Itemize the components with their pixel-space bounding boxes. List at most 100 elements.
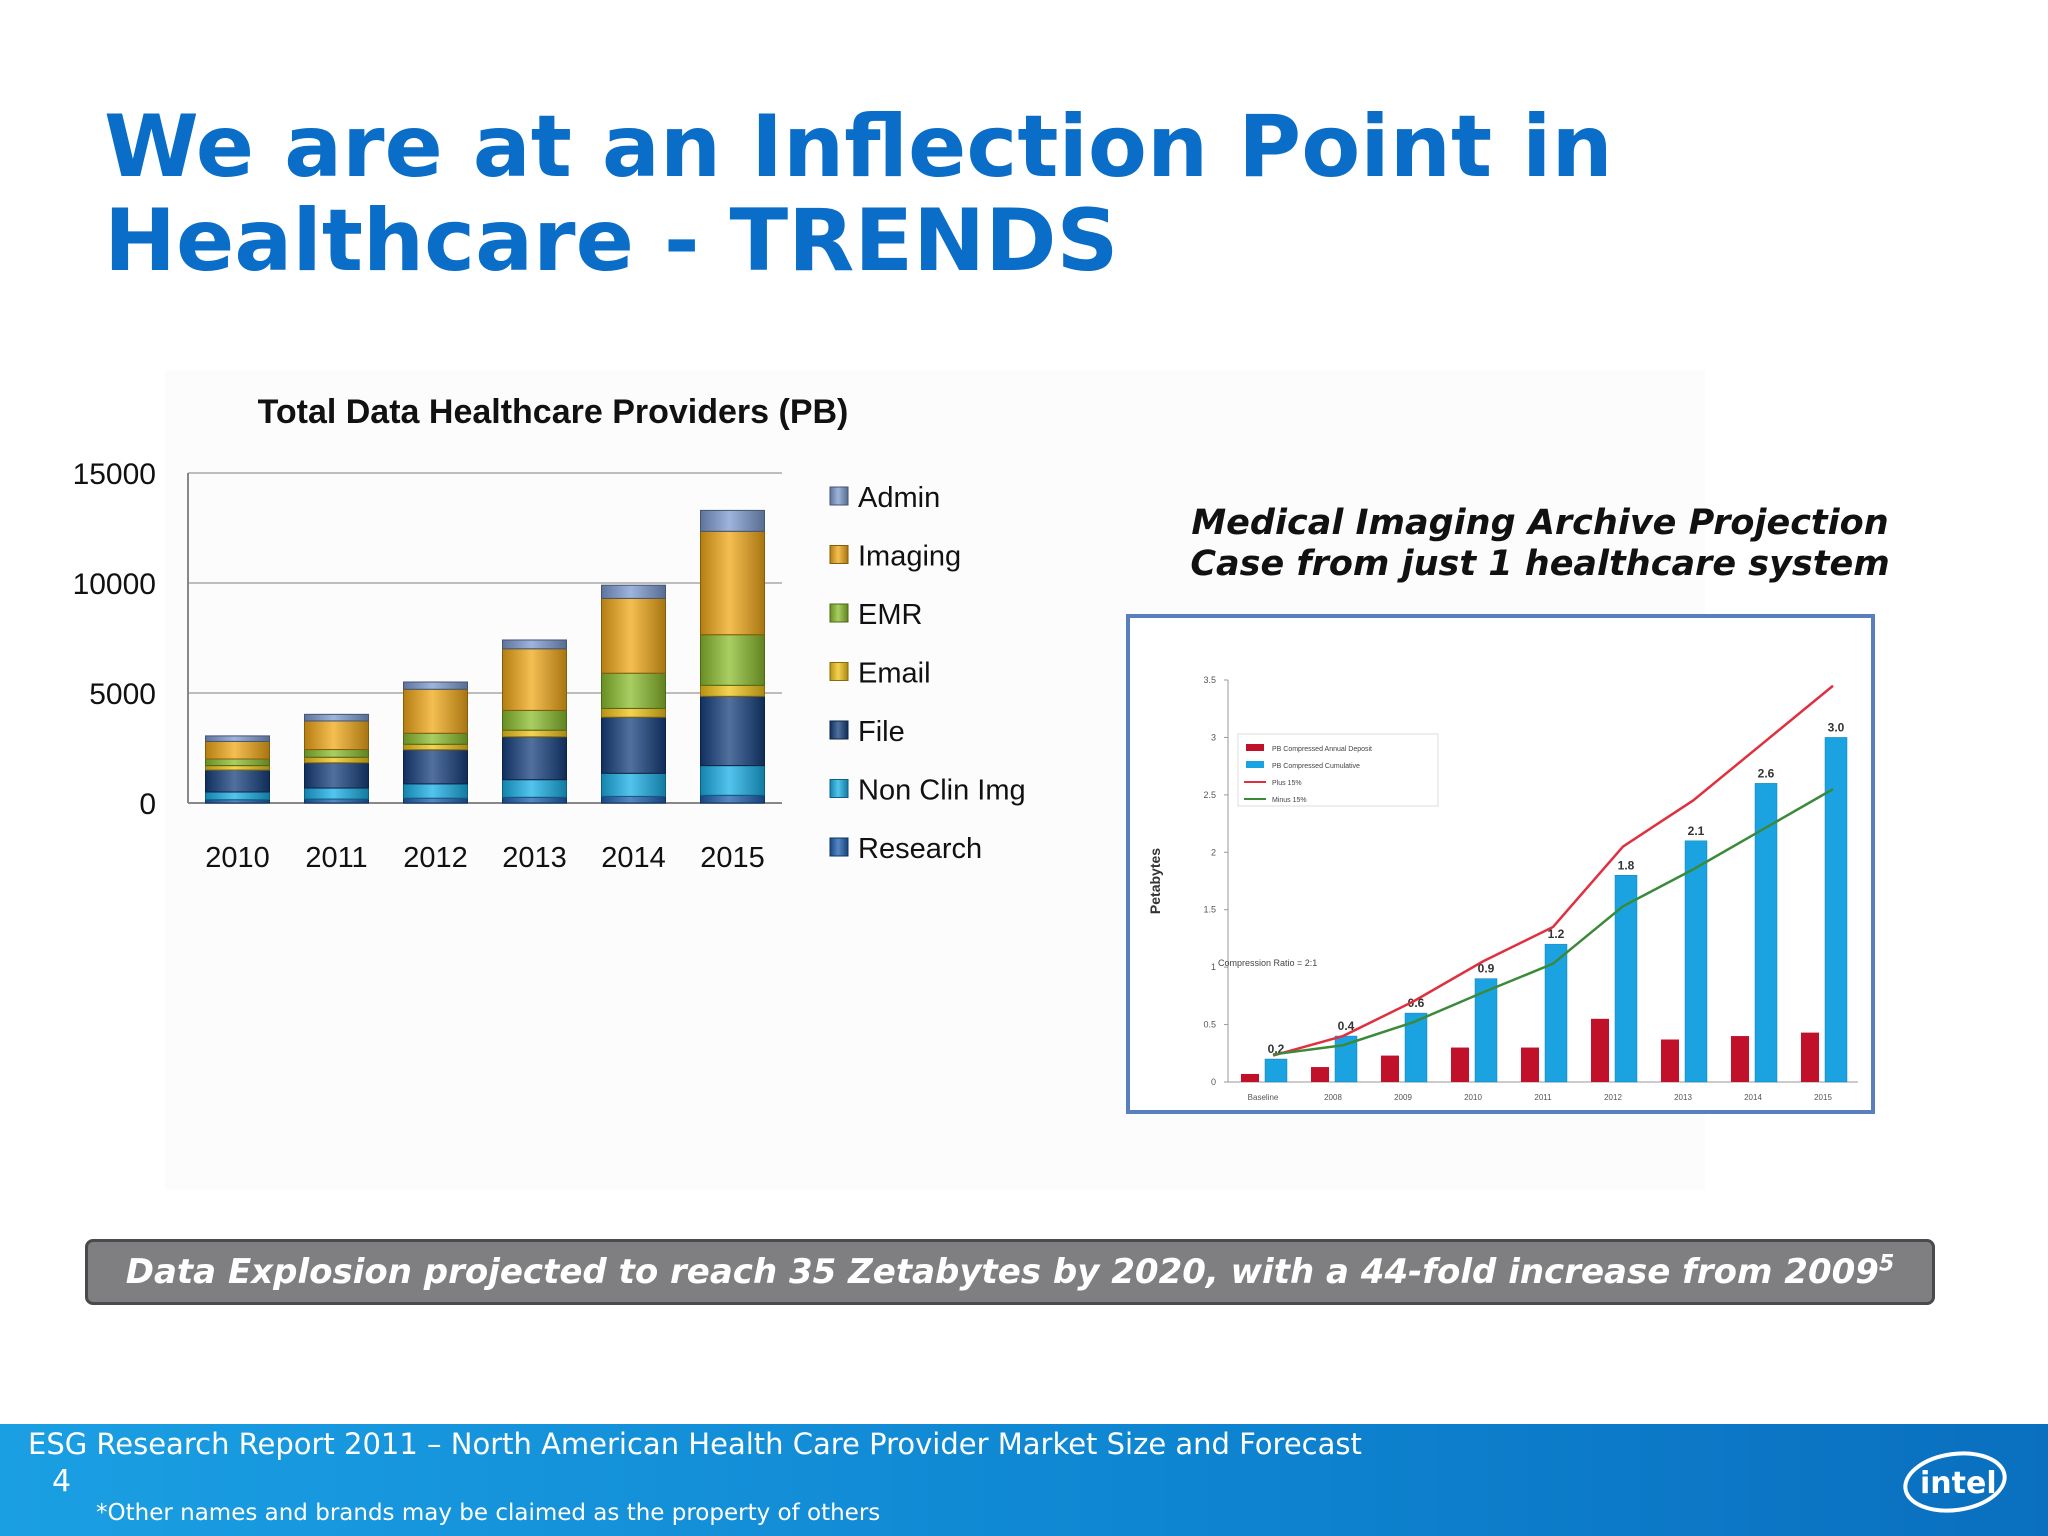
data-label: 0.9 xyxy=(1478,962,1495,976)
imaging-archive-chart: 00.511.522.533.5Petabytes0.2Baseline0.42… xyxy=(1147,675,1858,1102)
bar-segment xyxy=(700,509,765,532)
y-tick-label: 0 xyxy=(139,788,156,821)
bar-segment xyxy=(601,795,666,804)
bar-segment xyxy=(304,798,369,804)
banner-footnote-marker: 5 xyxy=(1878,1251,1895,1277)
legend-label: Minus 15% xyxy=(1272,797,1307,804)
slide-title: We are at an Inflection Point in Healthc… xyxy=(104,100,1704,288)
imaging-archive-chart-frame: 0 0.5 1 1.5 2 2.5 3 3.5 Petabytes 0.2 Baseline 0.4 2… xyxy=(1126,614,1875,1114)
projection-line xyxy=(1272,684,1834,1057)
x-tick-label: 2013 xyxy=(1674,1093,1692,1102)
bar-segment xyxy=(304,787,369,800)
y-tick-label: 1.5 xyxy=(1203,905,1216,915)
x-tick-label: 2012 xyxy=(1604,1093,1622,1102)
y-tick-label: 0.5 xyxy=(1203,1020,1216,1030)
x-tick-label: 2014 xyxy=(601,842,666,874)
intel-logo: intel xyxy=(1903,1451,2007,1513)
bar-segment xyxy=(502,648,567,711)
y-tick-label: 3 xyxy=(1211,732,1216,742)
y-tick-label: 15000 xyxy=(73,458,156,491)
legend-label: Research xyxy=(858,833,982,865)
x-tick-label: 2008 xyxy=(1324,1093,1342,1102)
legend-swatch xyxy=(829,720,849,740)
y-axis-label: Petabytes xyxy=(1147,848,1163,914)
svg-text:intel: intel xyxy=(1920,1466,1997,1501)
annual-deposit-bar xyxy=(1731,1036,1749,1082)
y-tick-label: 2.5 xyxy=(1203,790,1216,800)
total-data-chart: Total Data Healthcare Providers (PB) 0 500… xyxy=(73,393,1026,874)
bar-segment xyxy=(601,672,666,709)
footer-source: ESG Research Report 2011 – North America… xyxy=(28,1427,1362,1461)
legend-label: EMR xyxy=(858,599,922,631)
annual-deposit-bar xyxy=(1451,1047,1469,1082)
bar-segment xyxy=(601,584,666,599)
annual-deposit-bar xyxy=(1521,1047,1539,1082)
data-label: 0.4 xyxy=(1338,1019,1355,1033)
annual-deposit-bar xyxy=(1241,1073,1259,1082)
bar-segment xyxy=(304,756,369,764)
y-tick-label: 10000 xyxy=(73,568,156,601)
annual-deposit-bar xyxy=(1381,1055,1399,1082)
cumulative-bar xyxy=(1754,783,1778,1083)
x-tick-label: 2010 xyxy=(205,842,270,874)
bar-segment xyxy=(700,695,765,767)
annual-deposit-bar xyxy=(1591,1018,1609,1082)
x-tick-label: 2011 xyxy=(305,842,367,874)
x-tick-label: 2009 xyxy=(1394,1093,1412,1102)
annual-deposit-bar xyxy=(1661,1039,1679,1082)
cumulative-bar xyxy=(1544,943,1568,1083)
cumulative-bar xyxy=(1474,978,1498,1083)
x-tick-label: 2015 xyxy=(700,842,765,874)
bar-segment xyxy=(304,762,369,789)
data-explosion-banner: Data Explosion projected to reach 35 Zet… xyxy=(85,1239,1935,1305)
imaging-archive-title: Medical Imaging Archive Projection Case … xyxy=(1110,503,1970,585)
cumulative-bar xyxy=(1614,875,1638,1083)
y-tick-label: 1 xyxy=(1211,962,1216,972)
bar-segment xyxy=(205,765,270,771)
bar-segment xyxy=(304,713,369,722)
bar-segment xyxy=(601,597,666,674)
cumulative-bar xyxy=(1824,737,1848,1083)
bar-segment xyxy=(205,769,270,793)
legend-label: Admin xyxy=(858,482,940,514)
bar-segment xyxy=(403,681,468,690)
legend-swatch xyxy=(1246,744,1264,751)
slide-title-line-1: We are at an Inflection Point in xyxy=(104,97,1613,197)
slide-title-line-2: Healthcare - TRENDS xyxy=(104,191,1119,291)
bar-segment xyxy=(304,749,369,758)
bar-segment xyxy=(502,796,567,804)
bar-segment xyxy=(502,729,567,738)
x-tick-label: 2013 xyxy=(502,842,567,874)
y-tick-label: 3.5 xyxy=(1203,675,1216,685)
data-label: 1.2 xyxy=(1548,927,1565,941)
legend-label: Non Clin Img xyxy=(858,775,1026,807)
legend-swatch xyxy=(829,662,849,681)
bar-segment xyxy=(700,765,765,796)
legend-box xyxy=(1237,733,1439,807)
bar-segment xyxy=(601,707,666,718)
banner-text: Data Explosion projected to reach 35 Zet… xyxy=(125,1252,1879,1292)
bar-segment xyxy=(205,740,270,760)
imaging-archive-title-line-1: Medical Imaging Archive Projection xyxy=(1191,503,1889,543)
x-tick-label: 2011 xyxy=(1534,1093,1552,1102)
data-label: 2.6 xyxy=(1758,766,1775,780)
bar-segment xyxy=(403,688,468,734)
bar-segment xyxy=(403,783,468,799)
imaging-archive-title-line-2: Case from just 1 healthcare system xyxy=(1190,544,1890,584)
bar-segment xyxy=(700,530,765,636)
y-tick-label: 5000 xyxy=(89,678,156,711)
bar-segment xyxy=(403,797,468,804)
bar-segment xyxy=(403,749,468,785)
annual-deposit-bar xyxy=(1801,1032,1819,1082)
cumulative-bar xyxy=(1404,1012,1428,1083)
legend-swatch xyxy=(1246,761,1264,768)
legend-label: File xyxy=(858,716,905,748)
bar-segment xyxy=(502,639,567,650)
x-tick-label: Baseline xyxy=(1248,1093,1279,1102)
data-label: 1.8 xyxy=(1618,858,1635,872)
footer-bar xyxy=(0,1424,2048,1536)
compression-annotation: Compression Ratio = 2:1 xyxy=(1218,958,1317,968)
cumulative-bar xyxy=(1684,840,1708,1083)
bar-segment xyxy=(205,758,270,767)
bar-segment xyxy=(700,634,765,686)
